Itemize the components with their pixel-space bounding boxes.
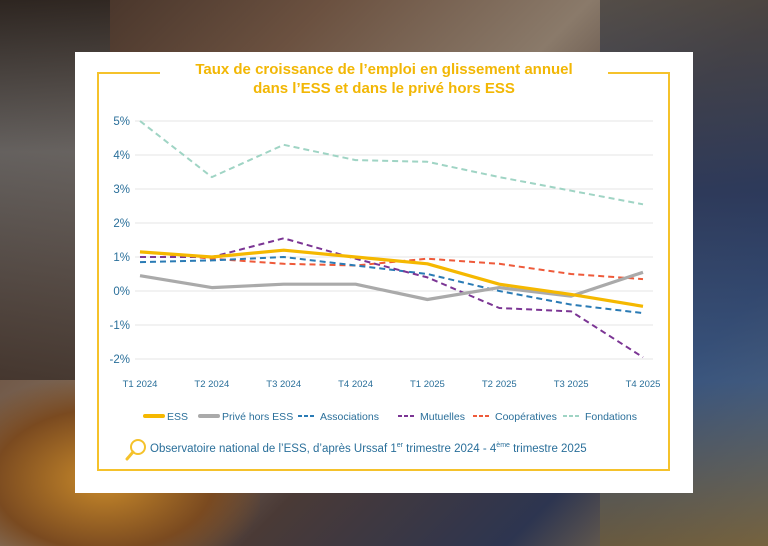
chart-title-line-1: Taux de croissance de l’emploi en glisse… (195, 61, 573, 78)
series-line-mutuelles (140, 237, 644, 359)
legend-label: Mutuelles (420, 411, 465, 423)
y-tick-label: 2% (113, 218, 130, 230)
series-line-associations (139, 256, 644, 315)
y-tick-label: 3% (113, 184, 130, 196)
legend-label: Associations (320, 411, 379, 423)
magnifier-icon (125, 439, 146, 461)
source-sup-2: ème (496, 442, 510, 449)
chart-title: Taux de croissance de l’emploi en glisse… (160, 60, 608, 98)
y-tick-label: 0% (113, 286, 130, 298)
series-line-ess (139, 248, 644, 308)
x-tick-label: T4 2025 (626, 379, 661, 390)
x-tick-label: T1 2025 (410, 379, 445, 390)
source-sup-1: er (396, 442, 403, 449)
y-tick-label: 5% (113, 116, 130, 128)
source-text-2: trimestre 2024 - 4 (402, 442, 497, 455)
legend-label: Coopératives (495, 411, 557, 423)
y-tick-label: 4% (113, 150, 130, 162)
source-note: Observatoire national de l’ESS, d’après … (150, 442, 587, 455)
source-text-1: Observatoire national de l’ESS, d’après … (150, 442, 397, 455)
x-tick-label: T2 2024 (194, 379, 229, 390)
y-tick-label: -2% (110, 354, 130, 366)
series-line-priv-hors-ess (139, 270, 644, 302)
x-tick-label: T3 2024 (266, 379, 301, 390)
chart-card (75, 52, 693, 493)
source-text-3: trimestre 2025 (509, 442, 587, 455)
legend-label: Privé hors ESS (222, 411, 293, 423)
legend-label: Fondations (585, 411, 637, 423)
x-tick-label: T4 2024 (338, 379, 373, 390)
legend-label: ESS (167, 411, 188, 423)
x-tick-label: T1 2024 (123, 379, 158, 390)
x-tick-label: T3 2025 (554, 379, 589, 390)
y-tick-label: 1% (113, 252, 130, 264)
y-tick-label: -1% (110, 320, 130, 332)
series-line-fondations (139, 120, 644, 206)
chart-title-line-2: dans l’ESS et dans le privé hors ESS (253, 80, 515, 97)
x-tick-label: T2 2025 (482, 379, 517, 390)
